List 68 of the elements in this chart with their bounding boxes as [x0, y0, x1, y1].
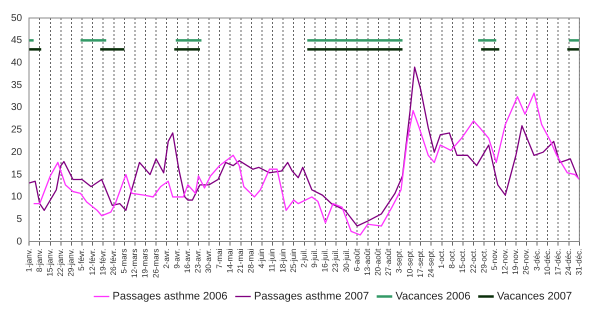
- x-tick-label: 29-oct.: [479, 248, 488, 274]
- x-tick-label: 29-janv.: [66, 248, 76, 277]
- y-tick-label: 50: [11, 12, 23, 24]
- legend-label: Vacances 2007: [496, 290, 572, 303]
- x-tick-label: 23-juil.: [331, 248, 340, 272]
- legend-label: Passages asthme 2006: [112, 290, 228, 303]
- x-tick-label: 2-avr.: [162, 248, 171, 269]
- x-tick-label: 21-mai: [236, 248, 245, 274]
- x-tick-label: 28-mai: [246, 248, 256, 274]
- x-tick-label: 16-juil.: [320, 248, 330, 272]
- x-tick-label: 9-juil.: [310, 248, 320, 268]
- x-tick-label: 18-juin: [278, 248, 288, 273]
- y-tick-label: 25: [11, 124, 23, 136]
- y-tick-label: 40: [11, 57, 23, 68]
- x-tick-label: 12-févr.: [88, 248, 97, 276]
- x-tick-label: 5-mars: [120, 248, 129, 274]
- x-tick-label: 30-avr.: [204, 248, 214, 274]
- x-tick-label: 12-nov.: [500, 248, 510, 275]
- y-tick-label: 20: [11, 146, 23, 158]
- x-tick-label: 13-août: [362, 248, 372, 276]
- x-tick-label: 14-mai: [225, 248, 234, 274]
- x-tick-label: 27-août: [384, 248, 394, 276]
- x-tick-label: 5-févr.: [77, 248, 86, 271]
- y-tick-label: 10: [11, 192, 23, 203]
- x-tick-label: 4-juin: [257, 248, 266, 268]
- x-tick-label: 1-oct.: [437, 248, 446, 269]
- x-tick-label: 5-nov.: [490, 248, 499, 270]
- x-tick-label: 19-mars: [140, 248, 150, 278]
- x-tick-label: 11-juin: [268, 248, 277, 272]
- x-tick-label: 17-sept.: [416, 248, 425, 278]
- x-tick-label: 22-janv.: [56, 248, 66, 277]
- legend-label: Vacances 2006: [395, 290, 470, 303]
- y-tick-label: 35: [11, 80, 23, 91]
- x-tick-label: 8-oct.: [448, 248, 457, 269]
- x-tick-label: 25-juin: [288, 248, 298, 273]
- x-tick-label: 23-avr.: [194, 248, 203, 274]
- x-tick-label: 10-déc.: [542, 248, 552, 276]
- x-tick-label: 19-févr.: [98, 248, 108, 276]
- x-tick-label: 24-déc.: [564, 248, 574, 276]
- x-tick-label: 1-janv.: [24, 248, 34, 272]
- x-tick-label: 26-nov.: [522, 248, 531, 275]
- x-tick-label: 3-sept.: [394, 248, 404, 274]
- x-tick-label: 2-juil.: [299, 248, 308, 268]
- x-tick-label: 9-avr.: [172, 248, 182, 269]
- y-tick-label: 30: [11, 102, 23, 114]
- x-tick-label: 19-nov.: [511, 248, 520, 275]
- x-tick-label: 31-déc.: [574, 248, 584, 276]
- x-tick-label: 24-sept.: [426, 248, 436, 278]
- x-tick-label: 3-déc.: [532, 248, 542, 271]
- x-tick-label: 20-août: [374, 248, 383, 276]
- x-tick-label: 6-août: [352, 248, 362, 272]
- x-tick-label: 30-juil.: [342, 248, 351, 272]
- x-tick-label: 26-mars: [151, 248, 160, 278]
- y-tick-label: 15: [11, 169, 23, 180]
- y-tick-label: 45: [11, 35, 23, 46]
- x-tick-label: 17-déc.: [553, 248, 562, 276]
- x-tick-label: 26-févr.: [108, 248, 118, 276]
- x-tick-label: 16-avr.: [183, 248, 192, 274]
- legend-label: Passages asthme 2007: [254, 290, 369, 303]
- x-tick-label: 22-oct.: [468, 248, 478, 274]
- y-tick-label: 5: [16, 214, 23, 226]
- x-tick-label: 7-mai: [214, 248, 224, 269]
- x-tick-label: 12-mars: [130, 248, 140, 278]
- x-tick-label: 8-janv.: [34, 248, 44, 272]
- x-tick-label: 10-sept.: [405, 248, 414, 278]
- x-tick-label: 15-oct.: [458, 248, 468, 274]
- y-tick-label: 0: [16, 236, 23, 248]
- x-tick-label: 15-janv.: [45, 248, 54, 277]
